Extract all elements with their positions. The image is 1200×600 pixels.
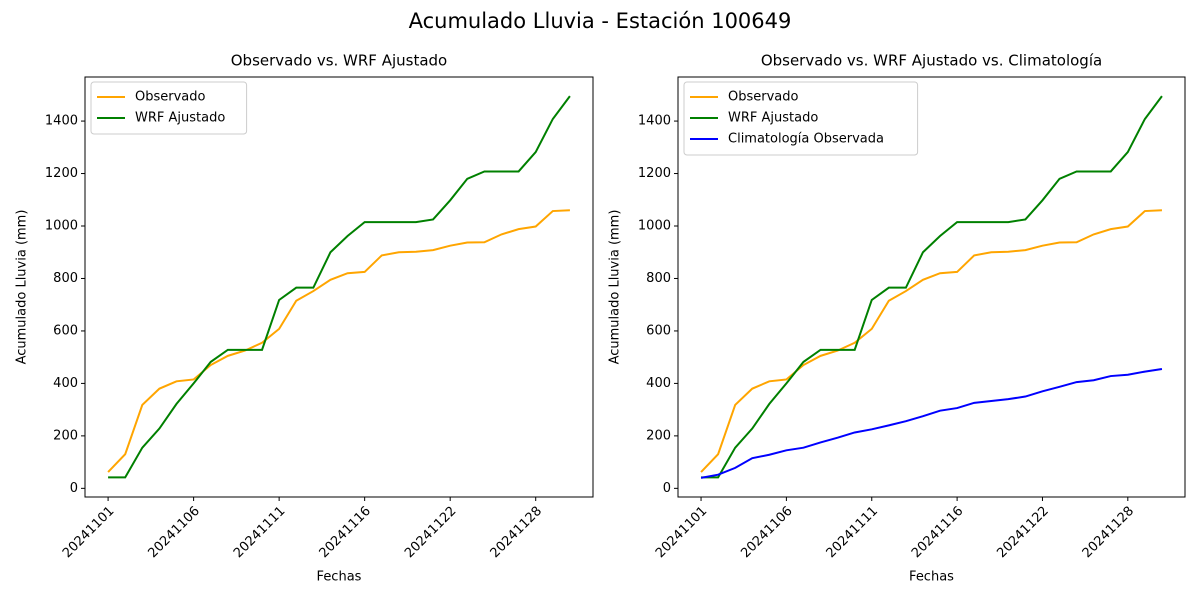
x-axis-label: Fechas (909, 570, 954, 585)
legend-label: WRF Ajustado (728, 111, 818, 126)
y-tick-label: 1200 (638, 166, 671, 181)
x-tick-label: 20241128 (488, 504, 545, 561)
x-tick-label: 20241101 (653, 504, 710, 561)
series-line (701, 95, 1163, 479)
axis-title: Observado vs. WRF Ajustado (231, 52, 447, 70)
legend-label: WRF Ajustado (135, 111, 225, 126)
legend-label: Observado (728, 90, 799, 105)
series-line (700, 367, 1163, 479)
x-tick-label: 20241116 (317, 504, 374, 561)
y-axis-label: Acumulado Lluvia (mm) (608, 210, 623, 365)
legend-label: Climatología Observada (728, 132, 884, 147)
y-tick-label: 600 (53, 323, 78, 338)
x-tick-label: 20241116 (909, 504, 966, 561)
series-line (700, 209, 1162, 473)
x-tick-label: 20241122 (994, 504, 1051, 561)
y-tick-label: 400 (53, 376, 78, 391)
y-axis-label: Acumulado Lluvia (mm) (15, 210, 30, 365)
y-tick-label: 1200 (45, 166, 78, 181)
legend-box (90, 81, 248, 135)
y-tick-label: 1000 (638, 219, 671, 234)
y-tick-label: 400 (646, 376, 671, 391)
y-tick-label: 800 (646, 271, 671, 286)
y-tick-label: 0 (663, 481, 671, 496)
x-tick-label: 20241122 (402, 504, 459, 561)
y-tick-label: 1000 (45, 219, 78, 234)
y-tick-label: 200 (53, 428, 78, 443)
axis-title: Observado vs. WRF Ajustado vs. Climatolo… (761, 52, 1102, 70)
y-tick-label: 200 (646, 428, 671, 443)
x-axis-label: Fechas (317, 570, 362, 585)
legend-box (683, 81, 919, 156)
y-tick-label: 1400 (45, 114, 78, 129)
y-tick-label: 600 (646, 323, 671, 338)
x-tick-label: 20241111 (824, 504, 881, 561)
y-tick-label: 800 (53, 271, 78, 286)
figure-title: Acumulado Lluvia - Estación 100649 (409, 9, 792, 33)
plot-frame (677, 76, 1186, 498)
x-tick-label: 20241111 (231, 504, 288, 561)
x-tick-label: 20241101 (60, 504, 117, 561)
y-tick-label: 1400 (638, 114, 671, 129)
x-tick-label: 20241106 (738, 504, 795, 561)
series-line (107, 209, 570, 473)
series-line (108, 95, 571, 479)
x-tick-label: 20241106 (146, 504, 203, 561)
plot-frame (84, 76, 594, 498)
legend-label: Observado (135, 90, 206, 105)
x-tick-label: 20241128 (1080, 504, 1137, 561)
y-tick-label: 0 (70, 481, 78, 496)
